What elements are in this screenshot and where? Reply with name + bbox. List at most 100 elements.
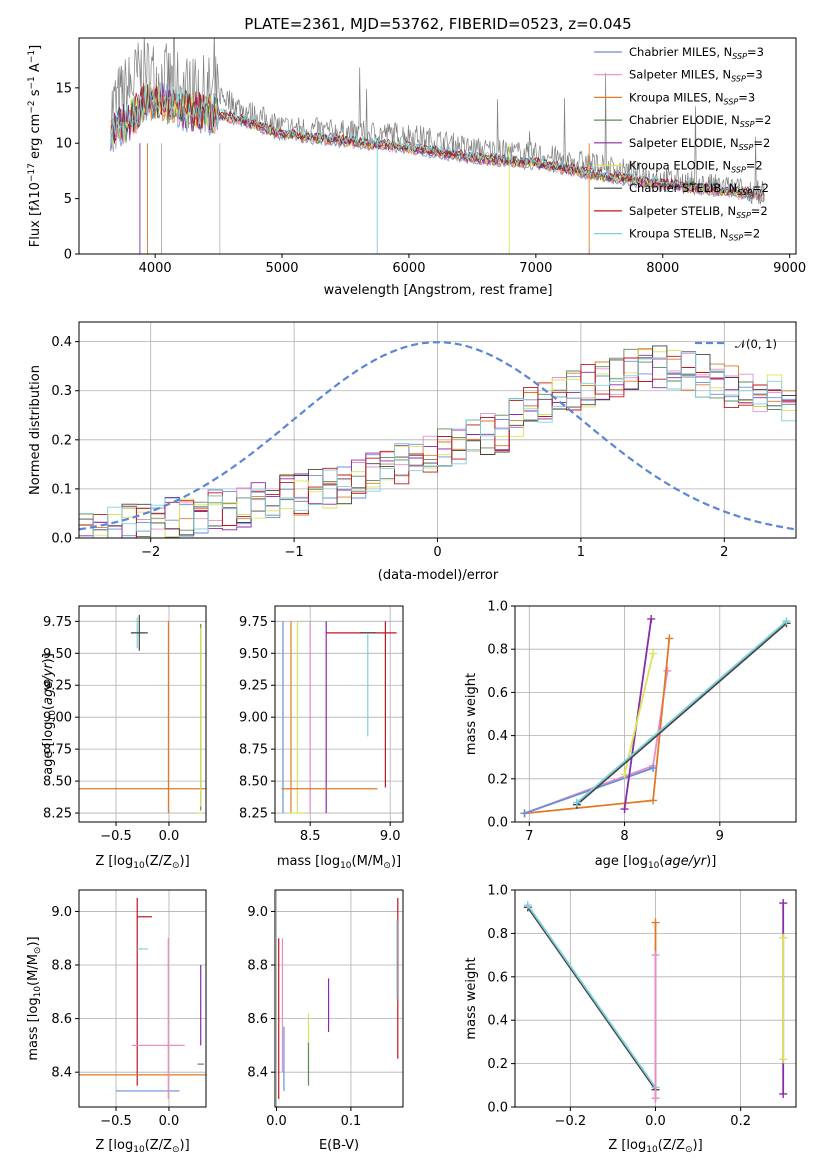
y-tick-label: 5	[64, 192, 72, 207]
gridlines	[79, 606, 206, 822]
weight-marker	[649, 764, 658, 772]
axes-frame	[274, 889, 404, 1108]
y-tick-label: 8.25	[43, 807, 72, 822]
model-spectrum	[110, 82, 765, 197]
axes-residuals: −2 −1 0 1 2 0.0 0.1 0.2 0.3 0.4	[51, 321, 797, 560]
residual-histogram	[79, 349, 796, 538]
y-tick-label: 8.6	[51, 1012, 72, 1027]
y-tick-label: 8.50	[43, 775, 72, 790]
plot-area	[110, 38, 765, 254]
y-tick-label: 0.2	[487, 772, 508, 787]
legend-label: Salpeter STELIB, NSSP=2	[629, 204, 768, 220]
y-tick-label: 0.4	[487, 1014, 508, 1029]
axes-frame	[274, 605, 404, 823]
y-tick-label: 0.8	[487, 927, 508, 942]
weight-line	[576, 620, 788, 804]
x-axis-label: E(B-V)	[319, 1138, 359, 1153]
weight-marker	[523, 901, 532, 910]
legend-label: Chabrier ELODIE, NSSP=2	[629, 113, 771, 129]
legend-label: Kroupa ELODIE, NSSP=2	[629, 159, 763, 175]
x-tick-label: 6000	[392, 261, 425, 276]
legend-label: Kroupa STELIB, NSSP=2	[629, 227, 760, 243]
weight-marker	[665, 634, 674, 643]
y-axis-label: Flux [fλ10−17 erg cm−2 s−1 A−1]	[27, 45, 43, 247]
plot-area	[79, 898, 206, 1099]
y-tick-label: 9.75	[43, 615, 72, 630]
x-axis-label: mass [log10(M/M⊙)]	[277, 854, 401, 871]
x-axis-label: Z [log10(Z/Z⊙)]	[95, 1138, 189, 1155]
weight-line	[623, 653, 654, 775]
weight-marker	[572, 798, 581, 807]
y-axis-label: mass [log10(M/M⊙)]	[26, 936, 43, 1060]
axes-frame	[514, 605, 797, 823]
axes-weight-vs-age: 7 8 9 0.0 0.2 0.4 0.6 0.8 1.0	[487, 600, 797, 845]
y-tick-label: 1.0	[487, 600, 508, 615]
x-axis-label: age [log10(age/yr)]	[595, 854, 717, 871]
x-tick-label: 8000	[646, 261, 679, 276]
y-tick-label: 0.1	[51, 482, 72, 497]
plot-area	[278, 898, 399, 1099]
chart-title: PLATE=2361, MJD=53762, FIBERID=0523, z=0…	[244, 15, 631, 33]
weight-marker	[620, 770, 629, 779]
ticks: 7 8 9 0.0 0.2 0.4 0.6 0.8 1.0	[487, 600, 724, 845]
x-tick-label: 5000	[265, 261, 298, 276]
y-tick-label: 9.75	[239, 615, 268, 630]
y-tick-label: 10	[55, 137, 72, 152]
residual-histogram	[79, 349, 796, 538]
x-tick-label: 0	[433, 545, 441, 560]
weight-line	[527, 904, 657, 1089]
plot-area	[79, 614, 206, 814]
legend-label: Chabrier STELIB, NSSP=2	[629, 181, 769, 197]
y-tick-label: 0.4	[51, 335, 72, 350]
ticks: 0.0 0.1 8.4 8.6 8.8 9.0	[247, 905, 361, 1129]
residual-histogram	[79, 350, 796, 538]
legend: 𝒩(0, 1)	[695, 337, 777, 351]
ticks: −2 −1 0 1 2 0.0 0.1 0.2 0.3 0.4	[51, 335, 728, 560]
x-tick-label: 1	[577, 545, 585, 560]
x-axis-label: (data-model)/error	[378, 568, 499, 583]
plot-area	[281, 621, 397, 814]
x-tick-label: 9000	[773, 261, 806, 276]
y-tick-label: 0.2	[487, 1057, 508, 1072]
y-tick-label: 0.0	[487, 1101, 508, 1116]
y-tick-label: 0.0	[51, 532, 72, 547]
y-tick-label: 9.25	[43, 679, 72, 694]
axes-frame	[78, 37, 797, 255]
weight-marker	[779, 1055, 788, 1064]
x-tick-label: 8	[620, 829, 628, 844]
x-tick-label: 2	[720, 545, 728, 560]
x-tick-label: 8.5	[300, 829, 321, 844]
y-tick-label: 8.6	[247, 1012, 268, 1027]
y-tick-label: 9.0	[51, 905, 72, 920]
weight-marker	[663, 666, 672, 675]
weight-marker	[520, 809, 529, 818]
gridlines	[515, 605, 796, 823]
axes-age-vs-Z: −0.5 0.0 8.25 8.50 8.75 9.00 9.25 9.50 9.75	[43, 605, 207, 844]
y-tick-label: 0.2	[51, 433, 72, 448]
plot-area	[520, 614, 791, 818]
y-axis-label: mass weight	[464, 673, 479, 755]
x-tick-label: 7	[525, 829, 533, 844]
ticks: −0.2 0.0 0.2 0.0 0.2 0.4 0.6 0.8 1.0	[487, 884, 751, 1130]
y-tick-label: 9.25	[239, 679, 268, 694]
weight-marker	[779, 899, 788, 908]
legend: Chabrier MILES, NSSP=3 Salpeter MILES, NS…	[594, 45, 771, 243]
x-tick-label: 0.0	[645, 1114, 666, 1129]
weight-line	[524, 767, 654, 815]
x-tick-label: 9.0	[380, 829, 401, 844]
y-tick-label: 9.50	[239, 647, 268, 662]
ticks: 8.5 9.0 8.25 8.50 8.75 9.00 9.25 9.50 9.75	[239, 615, 400, 844]
y-tick-label: 9.00	[239, 711, 268, 726]
x-tick-label: −2	[141, 545, 160, 560]
ticks: 4000 5000 6000 7000 8000 9000 0 5 10 15	[55, 81, 806, 276]
x-tick-label: −0.5	[100, 829, 132, 844]
legend-label: Chabrier MILES, NSSP=3	[629, 45, 764, 61]
legend-label: 𝒩(0, 1)	[735, 337, 777, 351]
y-axis-label: Normed distribution	[28, 365, 43, 495]
x-tick-label: 7000	[519, 261, 552, 276]
residual-histogram	[79, 348, 796, 538]
weight-marker	[649, 649, 658, 658]
y-tick-label: 1.0	[487, 884, 508, 899]
plot-area	[79, 341, 796, 538]
x-tick-label: 0.0	[159, 1114, 180, 1129]
